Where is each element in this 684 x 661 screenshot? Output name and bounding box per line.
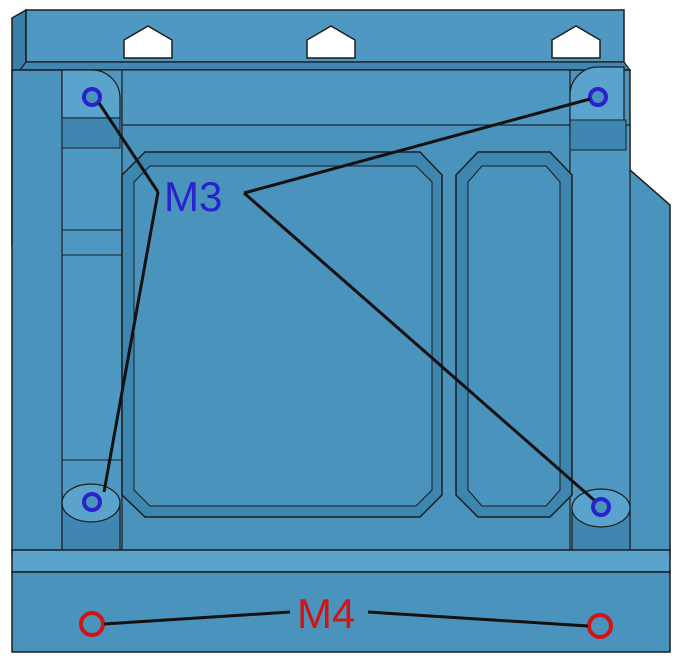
left-raised-strip [61,69,123,556]
m4-holes [79,611,613,639]
bottom-rail-front-face [11,571,671,653]
top-tab-center [306,25,356,59]
m3-holes [82,87,611,517]
m3-hole-bottom-right [591,497,611,517]
inner-top-ledge [121,69,571,126]
top-rail-lower-face [18,61,632,71]
top-tab-right [551,25,601,59]
m4-label: M4 [297,590,355,637]
m4-leader-lines [103,610,589,628]
right-pocket-floor [467,165,561,507]
bottom-rail-top-face [11,549,671,573]
top-tab-left [123,25,173,59]
m3-label: M3 [164,173,222,220]
m3-hole-top-left [82,87,102,107]
m3-hole-bottom-left [82,492,102,512]
m4-hole-left [79,611,105,637]
m3-hole-top-right [588,87,608,107]
m3-leader-lines [97,97,595,502]
m4-hole-right [587,613,613,639]
left-pocket-floor [133,165,433,507]
